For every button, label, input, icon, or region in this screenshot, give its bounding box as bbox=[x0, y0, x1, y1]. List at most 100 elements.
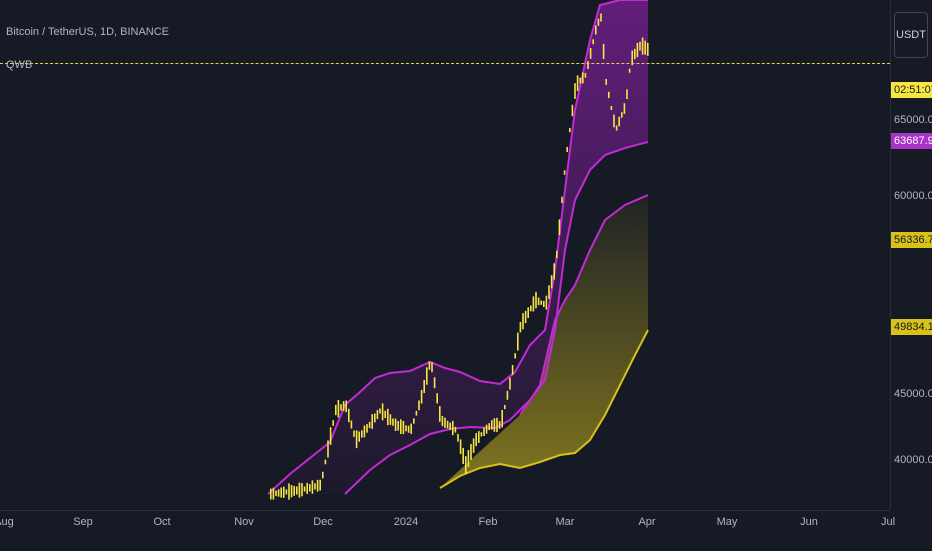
candle bbox=[483, 427, 485, 436]
candle bbox=[563, 170, 566, 175]
time-axis-label: Mar bbox=[555, 516, 575, 528]
candle bbox=[379, 408, 381, 414]
candle bbox=[303, 486, 306, 492]
candle bbox=[389, 414, 392, 425]
candle bbox=[511, 365, 514, 376]
middle-band-price-tag: 56336.79 bbox=[891, 232, 932, 248]
candle bbox=[569, 127, 571, 133]
candle bbox=[582, 72, 584, 84]
candle bbox=[272, 487, 275, 500]
candle bbox=[527, 307, 529, 318]
price-chart[interactable] bbox=[0, 0, 890, 510]
candle bbox=[446, 420, 449, 429]
candle bbox=[548, 285, 550, 300]
time-axis-label: Apr bbox=[638, 516, 656, 528]
candle bbox=[644, 40, 646, 55]
candle bbox=[517, 332, 519, 351]
candle bbox=[415, 410, 418, 416]
candle bbox=[587, 61, 589, 69]
candle bbox=[314, 483, 316, 490]
candle bbox=[293, 486, 295, 496]
candle bbox=[345, 400, 347, 413]
candle bbox=[368, 421, 371, 429]
lower-band-fill bbox=[440, 195, 648, 488]
indicator-label[interactable]: QWB bbox=[6, 59, 33, 71]
candle bbox=[449, 422, 451, 430]
candle bbox=[361, 430, 363, 438]
candle bbox=[467, 450, 470, 467]
candle bbox=[610, 106, 613, 110]
candle bbox=[392, 418, 394, 426]
candle bbox=[436, 393, 438, 404]
price-axis-label: 60000.00 bbox=[894, 190, 932, 202]
candle bbox=[504, 405, 506, 410]
candle bbox=[509, 377, 511, 390]
candle bbox=[496, 417, 498, 433]
candle bbox=[459, 439, 462, 455]
candle bbox=[470, 444, 472, 460]
candle bbox=[608, 91, 610, 99]
candle bbox=[636, 42, 639, 58]
candle bbox=[433, 377, 436, 389]
candle bbox=[519, 322, 522, 333]
candle bbox=[561, 196, 563, 204]
candle bbox=[571, 104, 574, 117]
candle bbox=[524, 310, 527, 324]
candle bbox=[407, 425, 410, 433]
time-axis-label: Dec bbox=[313, 516, 333, 528]
candle bbox=[621, 112, 623, 118]
candle bbox=[366, 424, 368, 433]
candle bbox=[420, 390, 423, 404]
candle bbox=[465, 456, 467, 474]
candle bbox=[452, 420, 454, 436]
candle bbox=[400, 419, 402, 434]
candle bbox=[301, 483, 303, 497]
time-axis-label: Oct bbox=[153, 516, 171, 528]
candle bbox=[322, 471, 324, 479]
candle bbox=[337, 400, 340, 418]
price-axis[interactable] bbox=[890, 0, 932, 510]
candle bbox=[298, 482, 301, 498]
candle bbox=[600, 13, 602, 22]
candle bbox=[501, 410, 503, 428]
currency-button[interactable]: USDT bbox=[894, 12, 928, 58]
candle bbox=[423, 379, 425, 393]
candle bbox=[405, 425, 407, 432]
candle bbox=[553, 263, 555, 280]
candle bbox=[647, 42, 649, 56]
candle bbox=[530, 305, 532, 312]
candle bbox=[394, 418, 397, 431]
candle bbox=[488, 423, 490, 431]
candle bbox=[350, 420, 353, 429]
candle bbox=[327, 440, 329, 458]
candle bbox=[288, 483, 290, 500]
candle bbox=[348, 408, 350, 423]
candle bbox=[283, 486, 285, 498]
candle bbox=[485, 424, 488, 434]
candle bbox=[522, 313, 524, 330]
candle bbox=[363, 425, 366, 438]
lower-band-line bbox=[439, 329, 649, 489]
candle bbox=[376, 410, 379, 419]
candle bbox=[277, 489, 280, 497]
upper-band-price-tag: 63687.91 bbox=[891, 133, 932, 149]
chart-plot-area[interactable]: Bitcoin / TetherUS, 1D, BINANCE QWB bbox=[0, 0, 890, 510]
lower-band-price-tag: 49834.16 bbox=[891, 319, 932, 335]
time-axis-label: Nov bbox=[234, 516, 254, 528]
time-axis[interactable] bbox=[0, 510, 890, 551]
candle bbox=[340, 404, 342, 411]
candle bbox=[402, 421, 405, 435]
candle bbox=[514, 353, 516, 359]
candle bbox=[439, 406, 441, 422]
candle bbox=[296, 486, 298, 495]
countdown-tag: 02:51:07 bbox=[891, 82, 932, 98]
symbol-title[interactable]: Bitcoin / TetherUS, 1D, BINANCE bbox=[6, 26, 170, 38]
candle bbox=[290, 485, 293, 498]
candle bbox=[358, 431, 360, 442]
candle bbox=[309, 484, 311, 492]
candle bbox=[618, 116, 620, 127]
upper-band-line bbox=[267, 0, 648, 495]
candle bbox=[639, 41, 641, 51]
time-axis-label: Aug bbox=[0, 516, 14, 528]
candle bbox=[602, 43, 605, 59]
